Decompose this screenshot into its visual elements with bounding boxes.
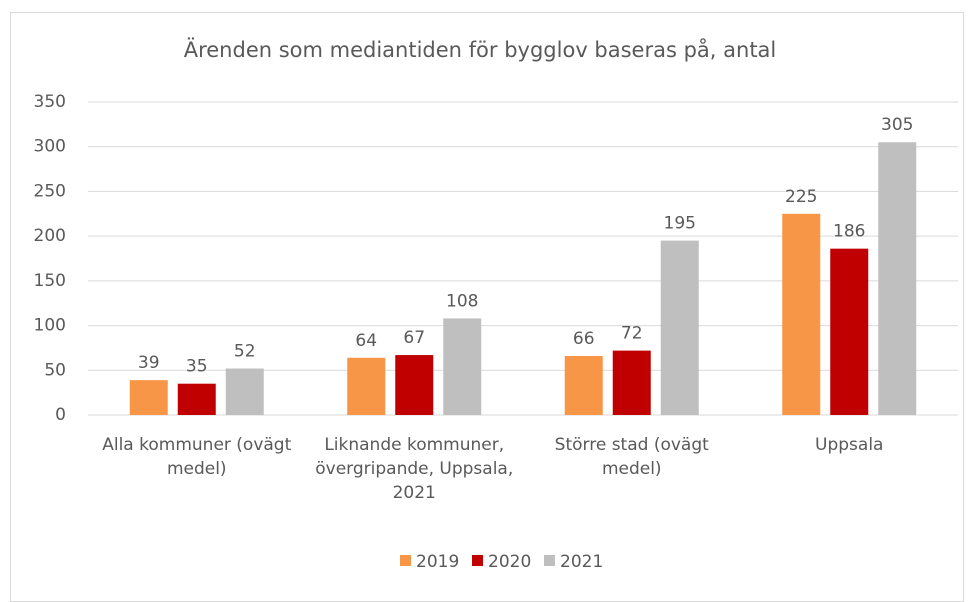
y-tick-label: 350 — [34, 92, 66, 112]
data-label: 108 — [446, 291, 478, 311]
bar — [395, 355, 434, 415]
y-tick-label: 0 — [55, 405, 66, 425]
legend-label: 2019 — [416, 552, 459, 572]
bar — [177, 383, 216, 415]
chart-title: Ärenden som mediantiden för bygglov base… — [184, 37, 777, 62]
data-label: 35 — [186, 357, 208, 377]
legend-swatch — [400, 555, 411, 566]
y-tick-label: 300 — [34, 137, 66, 157]
data-label: 225 — [785, 187, 817, 207]
legend-swatch — [472, 555, 483, 566]
bar — [564, 355, 603, 415]
x-tick-label: Alla kommuner (ovägt medel) — [102, 435, 292, 479]
data-label: 52 — [234, 341, 256, 361]
x-tick-label: Större stad (ovägt medel) — [554, 435, 709, 479]
bar — [129, 380, 168, 415]
x-tick-label: Uppsala — [815, 435, 884, 455]
y-tick-label: 100 — [34, 316, 66, 336]
bar — [782, 213, 821, 415]
y-tick-label: 150 — [34, 271, 66, 291]
legend-label: 2021 — [560, 552, 603, 572]
data-label: 72 — [621, 324, 643, 344]
bar — [830, 248, 869, 415]
y-tick-label: 250 — [34, 181, 66, 201]
bar — [612, 350, 651, 415]
bar — [443, 318, 482, 415]
x-tick-label: Liknande kommuner, övergripande, Uppsala… — [315, 435, 514, 503]
data-label: 195 — [664, 214, 696, 234]
bar — [347, 357, 386, 415]
bar — [878, 142, 917, 415]
data-label: 67 — [403, 328, 425, 348]
legend-label: 2020 — [488, 552, 531, 572]
data-label: 305 — [881, 115, 913, 135]
bar — [660, 240, 699, 415]
bar — [225, 368, 264, 415]
y-tick-label: 50 — [44, 360, 66, 380]
y-tick-label: 200 — [34, 226, 66, 246]
data-label: 186 — [833, 222, 865, 242]
data-label: 66 — [573, 329, 595, 349]
legend-swatch — [544, 555, 555, 566]
data-label: 64 — [355, 331, 377, 351]
data-label: 39 — [138, 353, 160, 373]
